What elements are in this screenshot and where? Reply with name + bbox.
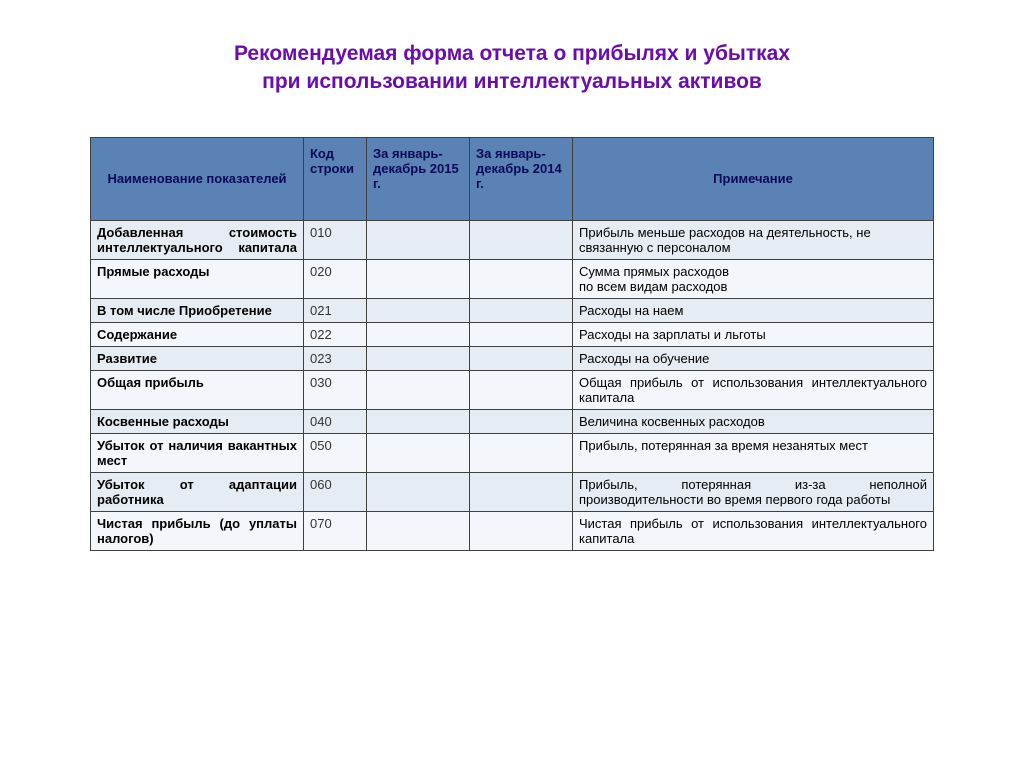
table-row: Общая прибыль030 Общая прибыль от использ…: [91, 370, 934, 409]
cell-note: Расходы на обучение: [573, 346, 934, 370]
cell-code: 040: [304, 409, 367, 433]
cell-note: Прибыль, потерянная из-за неполной произ…: [573, 472, 934, 511]
table-row: Развитие023 Расходы на обучение: [91, 346, 934, 370]
cell-2014: [470, 409, 573, 433]
cell-2015: [367, 259, 470, 298]
cell-note: Общая прибыль от использования интеллект…: [573, 370, 934, 409]
cell-code: 030: [304, 370, 367, 409]
cell-2014: [470, 511, 573, 550]
cell-name: Убыток от наличия вакантных мест: [91, 433, 304, 472]
table-row: Косвенные расходы040 Величина косвенных р…: [91, 409, 934, 433]
cell-2014: [470, 433, 573, 472]
table-header-row: Наименование показателей Код строки За я…: [91, 137, 934, 220]
table-body: Добавленная стоимость интеллектуального …: [91, 220, 934, 550]
cell-name: Прямые расходы: [91, 259, 304, 298]
cell-name: В том числе Приобретение: [91, 298, 304, 322]
cell-2015: [367, 346, 470, 370]
page-title: Рекомендуемая форма отчета о прибылях и …: [90, 40, 934, 97]
cell-2015: [367, 511, 470, 550]
cell-2014: [470, 346, 573, 370]
cell-2014: [470, 259, 573, 298]
cell-code: 070: [304, 511, 367, 550]
cell-name: Общая прибыль: [91, 370, 304, 409]
cell-2015: [367, 322, 470, 346]
cell-note: Сумма прямых расходовпо всем видам расхо…: [573, 259, 934, 298]
cell-note: Расходы на зарплаты и льготы: [573, 322, 934, 346]
cell-2015: [367, 472, 470, 511]
cell-note: Прибыль, потерянная за время незанятых м…: [573, 433, 934, 472]
cell-name: Содержание: [91, 322, 304, 346]
report-table: Наименование показателей Код строки За я…: [90, 137, 934, 551]
cell-code: 021: [304, 298, 367, 322]
cell-2015: [367, 220, 470, 259]
cell-note: Прибыль меньше расходов на деятельность,…: [573, 220, 934, 259]
title-line-1: Рекомендуемая форма отчета о прибылях и …: [234, 42, 790, 65]
cell-code: 050: [304, 433, 367, 472]
cell-2015: [367, 298, 470, 322]
table-row: Убыток от адаптации работника060 Прибыль,…: [91, 472, 934, 511]
title-line-2: при использовании интеллектуальных актив…: [262, 70, 762, 93]
cell-code: 022: [304, 322, 367, 346]
cell-2014: [470, 298, 573, 322]
cell-2015: [367, 370, 470, 409]
cell-name: Косвенные расходы: [91, 409, 304, 433]
cell-2014: [470, 322, 573, 346]
table-row: Добавленная стоимость интеллектуального …: [91, 220, 934, 259]
cell-2014: [470, 220, 573, 259]
header-note: Примечание: [573, 137, 934, 220]
cell-note: Величина косвенных расходов: [573, 409, 934, 433]
table-row: Содержание022 Расходы на зарплаты и льгот…: [91, 322, 934, 346]
cell-code: 060: [304, 472, 367, 511]
cell-name: Чистая прибыль (до уплаты налогов): [91, 511, 304, 550]
cell-note: Расходы на наем: [573, 298, 934, 322]
cell-code: 020: [304, 259, 367, 298]
header-2014: За январь-декабрь 2014 г.: [470, 137, 573, 220]
cell-name: Развитие: [91, 346, 304, 370]
cell-2015: [367, 409, 470, 433]
header-code: Код строки: [304, 137, 367, 220]
header-2015: За январь-декабрь 2015 г.: [367, 137, 470, 220]
header-name: Наименование показателей: [91, 137, 304, 220]
cell-name: Убыток от адаптации работника: [91, 472, 304, 511]
table-row: Убыток от наличия вакантных мест050 Прибы…: [91, 433, 934, 472]
cell-name: Добавленная стоимость интеллектуального …: [91, 220, 304, 259]
cell-code: 023: [304, 346, 367, 370]
cell-2014: [470, 370, 573, 409]
cell-2014: [470, 472, 573, 511]
cell-note: Чистая прибыль от использования интеллек…: [573, 511, 934, 550]
table-row: Чистая прибыль (до уплаты налогов)070 Чис…: [91, 511, 934, 550]
cell-code: 010: [304, 220, 367, 259]
table-row: В том числе Приобретение021 Расходы на на…: [91, 298, 934, 322]
cell-2015: [367, 433, 470, 472]
table-row: Прямые расходы020 Сумма прямых расходовпо…: [91, 259, 934, 298]
